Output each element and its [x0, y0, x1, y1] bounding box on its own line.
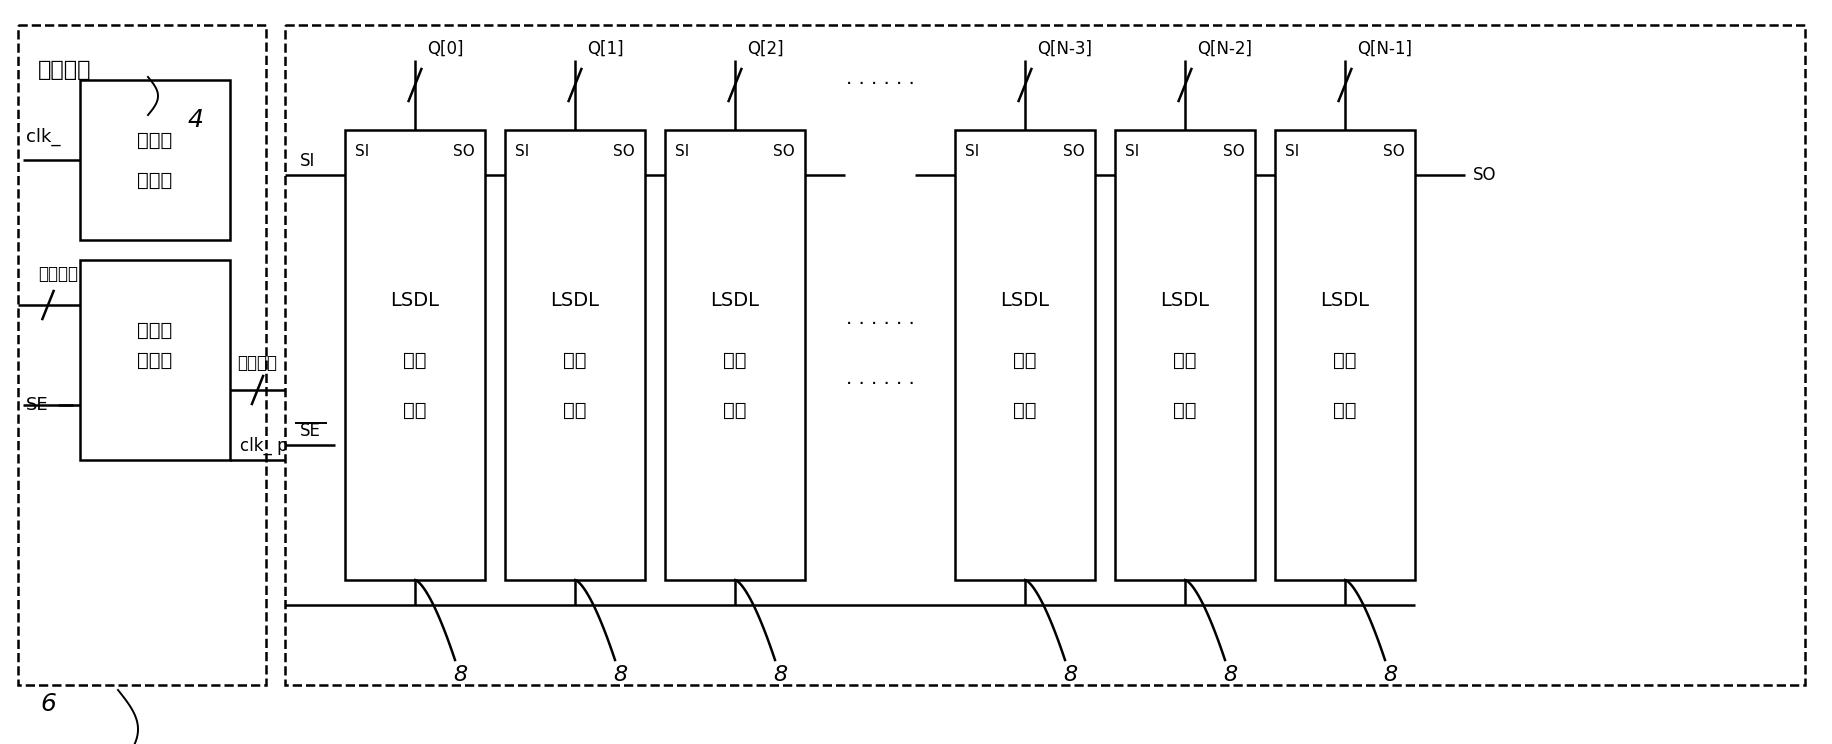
Text: LSDL: LSDL — [390, 290, 440, 310]
Text: 使能控: 使能控 — [137, 321, 172, 339]
Text: LSDL: LSDL — [550, 290, 599, 310]
Text: 单元: 单元 — [1172, 400, 1196, 420]
Text: · · · · · ·: · · · · · · — [846, 315, 914, 335]
Text: Q[N-3]: Q[N-3] — [1037, 40, 1092, 58]
Text: 4: 4 — [189, 108, 203, 132]
Text: 单元: 单元 — [1013, 400, 1037, 420]
Bar — [1116, 130, 1255, 580]
Text: 生模块: 生模块 — [137, 170, 172, 190]
Bar — [506, 130, 645, 580]
Bar — [1275, 130, 1414, 580]
Text: Q[0]: Q[0] — [427, 40, 463, 58]
Text: · · · · · ·: · · · · · · — [846, 75, 914, 94]
Text: SO: SO — [1063, 144, 1085, 159]
Text: 核心: 核心 — [1334, 350, 1358, 370]
Text: LSDL: LSDL — [1321, 290, 1370, 310]
Text: 单元: 单元 — [403, 400, 427, 420]
Text: 核心: 核心 — [562, 350, 586, 370]
Text: 单元: 单元 — [562, 400, 586, 420]
Text: Q[1]: Q[1] — [586, 40, 623, 58]
Text: SO: SO — [453, 144, 474, 159]
Text: 8: 8 — [1383, 665, 1398, 685]
Text: SE: SE — [26, 396, 49, 414]
Text: 8: 8 — [1063, 665, 1077, 685]
Text: 外围模块: 外围模块 — [38, 60, 92, 80]
Text: 制模块: 制模块 — [137, 350, 172, 370]
Text: SE: SE — [300, 422, 321, 440]
Bar — [81, 80, 231, 240]
Text: 8: 8 — [453, 665, 467, 685]
Text: 单元: 单元 — [1334, 400, 1358, 420]
Text: SI: SI — [1125, 144, 1140, 159]
Text: SI: SI — [965, 144, 980, 159]
Text: SO: SO — [773, 144, 795, 159]
Text: 使能输入: 使能输入 — [38, 265, 79, 283]
Text: 时钟产: 时钟产 — [137, 130, 172, 150]
Bar — [954, 130, 1096, 580]
Text: LSDL: LSDL — [1160, 290, 1209, 310]
Text: 8: 8 — [773, 665, 788, 685]
Text: SO: SO — [1224, 144, 1246, 159]
Text: Q[2]: Q[2] — [747, 40, 784, 58]
Text: Q[N-2]: Q[N-2] — [1196, 40, 1251, 58]
Bar — [286, 25, 1805, 685]
Text: 核心: 核心 — [1013, 350, 1037, 370]
Text: · · · · · ·: · · · · · · — [846, 376, 914, 394]
Text: 6: 6 — [40, 692, 57, 716]
Text: LSDL: LSDL — [1000, 290, 1050, 310]
Text: Q[N-1]: Q[N-1] — [1358, 40, 1412, 58]
Bar — [665, 130, 804, 580]
Text: SI: SI — [355, 144, 370, 159]
Text: clk_ p: clk_ p — [240, 437, 288, 455]
Text: 单元: 单元 — [724, 400, 747, 420]
Bar — [18, 25, 266, 685]
Text: 核心: 核心 — [403, 350, 427, 370]
Text: 受控使能: 受控使能 — [238, 354, 277, 372]
Bar — [344, 130, 485, 580]
Text: SI: SI — [674, 144, 689, 159]
Text: clk_: clk_ — [26, 128, 60, 146]
Text: 核心: 核心 — [724, 350, 747, 370]
Text: 8: 8 — [614, 665, 627, 685]
Text: 核心: 核心 — [1172, 350, 1196, 370]
Text: SI: SI — [300, 152, 315, 170]
Text: SO: SO — [614, 144, 636, 159]
Text: SO: SO — [1473, 166, 1497, 184]
Text: SO: SO — [1383, 144, 1405, 159]
Bar — [81, 260, 231, 460]
Text: SI: SI — [1284, 144, 1299, 159]
Text: 8: 8 — [1224, 665, 1237, 685]
Text: SI: SI — [515, 144, 529, 159]
Text: LSDL: LSDL — [711, 290, 760, 310]
